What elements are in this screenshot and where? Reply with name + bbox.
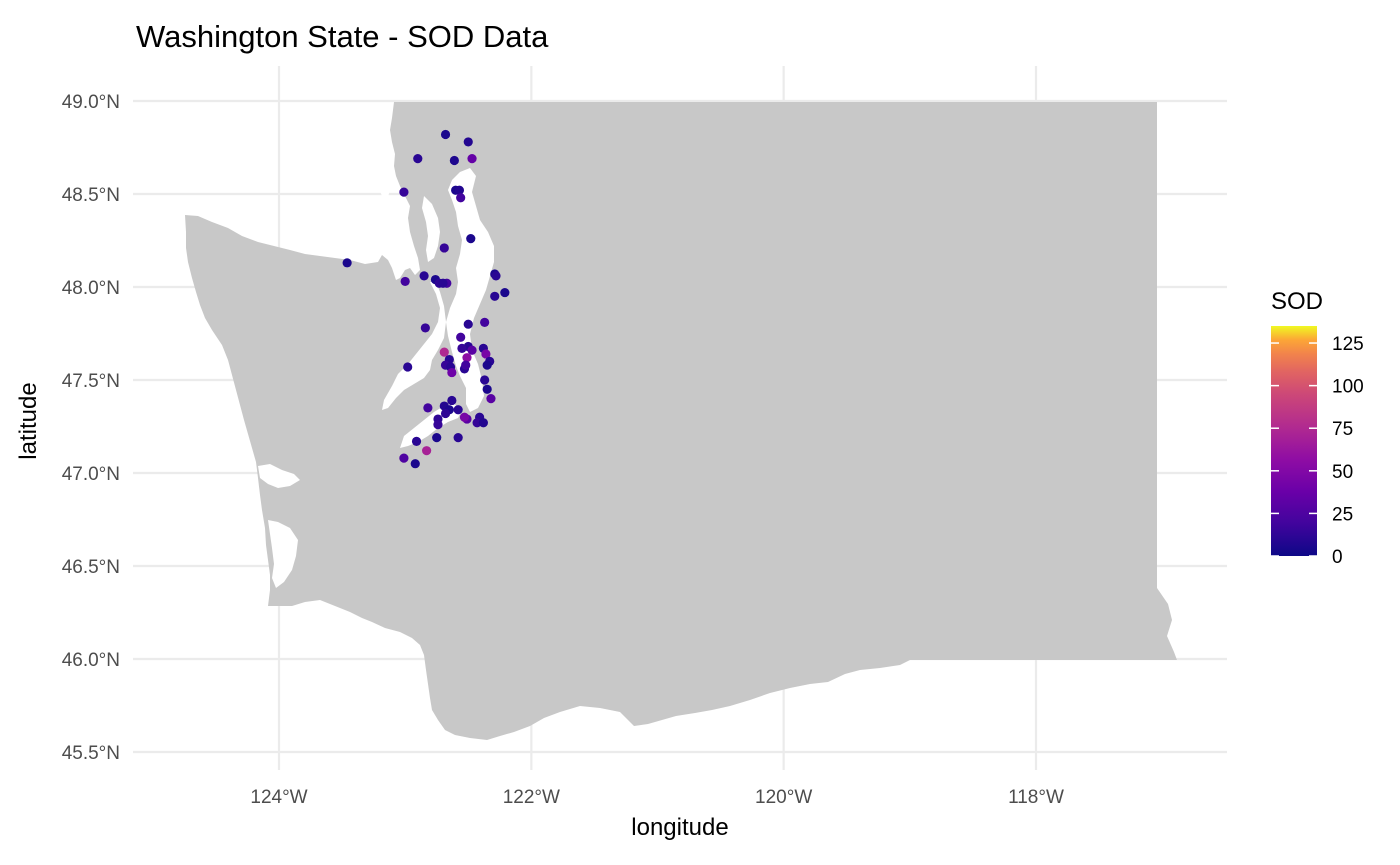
- sod-point-2: [413, 154, 423, 164]
- sod-point-57: [433, 420, 443, 430]
- x-tick-label-1: 122°W: [503, 787, 560, 808]
- sod-point-18: [438, 278, 448, 288]
- sod-point-31: [462, 353, 472, 363]
- sod-point-44: [486, 394, 496, 404]
- y-tick-label-2: 48.0°N: [62, 278, 120, 299]
- sod-point-54: [472, 418, 482, 428]
- sod-point-22: [480, 317, 490, 327]
- legend-ticks: 0 25 50 75 100 125: [1271, 334, 1364, 568]
- sod-point-41: [403, 362, 413, 372]
- sod-point-13: [491, 271, 501, 281]
- color-legend: SOD 0 25 50 75 100 125: [1271, 288, 1364, 568]
- sod-point-60: [411, 436, 422, 446]
- willapa-bay: [268, 520, 298, 588]
- y-tick-label-7: 45.5°N: [62, 743, 120, 764]
- sod-point-24: [420, 323, 430, 333]
- sod-point-52: [459, 412, 470, 422]
- legend-tick-label-2: 50: [1332, 462, 1353, 483]
- sod-point-10: [439, 243, 449, 253]
- sod-point-45: [423, 403, 433, 413]
- sod-point-58: [432, 433, 442, 443]
- sod-point-23: [463, 319, 473, 329]
- sod-points: [342, 129, 510, 469]
- sod-point-7: [399, 187, 409, 197]
- sod-point-14: [419, 271, 429, 281]
- sod-point-19: [400, 276, 410, 287]
- sod-point-63: [410, 459, 420, 469]
- sod-point-1: [463, 137, 473, 147]
- x-axis-ticks: 124°W 122°W 120°W 118°W: [250, 787, 1064, 808]
- hood-canal: [382, 282, 446, 410]
- legend-tick-label-3: 75: [1332, 419, 1353, 440]
- sod-point-0: [440, 129, 451, 140]
- sod-point-9: [466, 234, 476, 244]
- whidbey-gap: [422, 196, 440, 262]
- strait-island: [378, 170, 390, 198]
- sod-point-46: [447, 395, 457, 406]
- sod-point-42: [480, 375, 490, 385]
- legend-tick-label-5: 125: [1332, 334, 1364, 355]
- grays-harbor: [258, 464, 300, 488]
- sod-point-40: [447, 367, 457, 378]
- y-tick-label-4: 47.0°N: [62, 464, 120, 485]
- legend-tick-label-4: 100: [1332, 377, 1364, 398]
- sod-point-50: [440, 408, 451, 419]
- y-axis-ticks: 49.0°N 48.5°N 48.0°N 47.5°N 47.0°N 46.5°N 46.0…: [62, 92, 120, 764]
- legend-colorbar: [1271, 326, 1317, 556]
- sod-point-62: [399, 453, 409, 463]
- x-tick-label-0: 124°W: [250, 787, 307, 808]
- sod-point-3: [449, 155, 459, 166]
- sod-point-11: [342, 258, 352, 268]
- sod-point-61: [422, 446, 432, 456]
- y-tick-label-3: 47.5°N: [62, 371, 120, 392]
- sod-point-27: [457, 343, 467, 353]
- legend-tick-label-1: 25: [1332, 504, 1353, 525]
- y-tick-label-1: 48.5°N: [62, 185, 120, 206]
- puget-sound: [446, 168, 494, 412]
- sod-point-30: [439, 347, 449, 357]
- sod-point-59: [453, 433, 463, 443]
- legend-title: SOD: [1271, 288, 1323, 315]
- sod-point-55: [478, 418, 488, 428]
- sod-point-21: [490, 291, 500, 301]
- legend-tick-label-0: 0: [1332, 547, 1343, 568]
- sod-point-6: [454, 185, 465, 195]
- sod-point-20: [500, 287, 510, 298]
- sod-point-34: [482, 360, 492, 370]
- x-axis-title: longitude: [631, 814, 728, 841]
- y-tick-label-0: 49.0°N: [62, 92, 120, 113]
- state-land: [185, 102, 1177, 740]
- y-tick-label-5: 46.5°N: [62, 557, 120, 578]
- washington-state-outline: [185, 102, 1177, 740]
- sod-point-43: [482, 384, 492, 394]
- y-tick-label-6: 46.0°N: [62, 650, 120, 671]
- sod-point-39: [461, 360, 471, 370]
- x-tick-label-2: 120°W: [755, 787, 812, 808]
- sod-point-25: [456, 332, 466, 342]
- sod-point-4: [467, 154, 477, 164]
- y-axis-title: latitude: [15, 382, 42, 459]
- x-tick-label-3: 118°W: [1008, 787, 1064, 808]
- sod-point-8: [456, 193, 466, 203]
- sod-point-49: [453, 405, 463, 415]
- chart-title: Washington State - SOD Data: [136, 19, 549, 54]
- sod-point-28: [467, 345, 477, 355]
- sod-point-32: [481, 349, 491, 359]
